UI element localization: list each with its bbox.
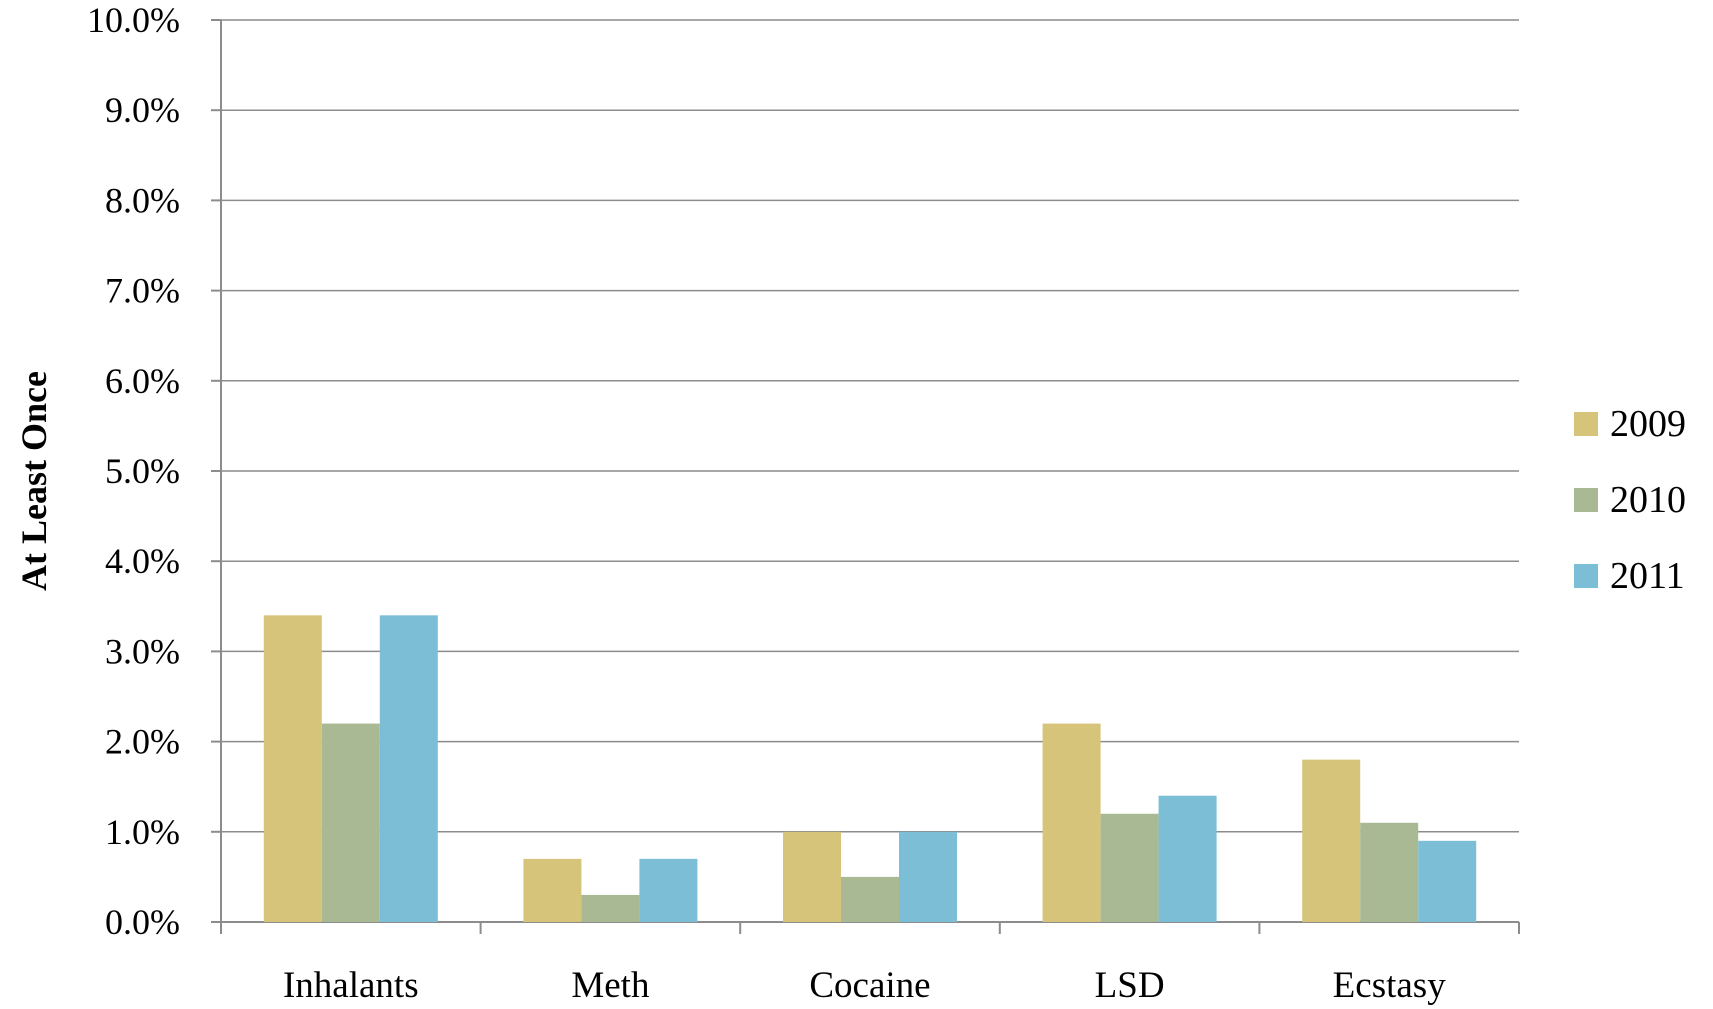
bar-cocaine-2010 [841, 876, 899, 922]
x-tick-label: LSD [1095, 965, 1165, 1006]
y-tick-label: 0.0% [105, 902, 180, 942]
legend-label-2011: 2011 [1610, 555, 1685, 597]
x-tick-label: Inhalants [283, 965, 419, 1006]
x-tick-label: Meth [571, 965, 650, 1006]
y-tick-label: 10.0% [87, 0, 180, 40]
bar-cocaine-2009 [783, 831, 841, 922]
bar-inhalants-2009 [263, 615, 322, 922]
bar-lsd-2011 [1158, 795, 1217, 922]
bar-inhalants-2010 [321, 723, 380, 922]
bar-meth-2010 [581, 894, 640, 922]
legend-swatch-2009 [1574, 412, 1598, 436]
x-tick-label: Ecstasy [1333, 965, 1447, 1006]
legend: 2009 2010 2011 [1574, 403, 1686, 597]
y-tick-label: 7.0% [105, 271, 180, 311]
bar-meth-2011 [639, 858, 698, 922]
bar-ecstasy-2009 [1302, 759, 1361, 922]
y-tick-label: 6.0% [105, 361, 180, 401]
y-tick-label: 9.0% [105, 90, 180, 130]
x-tick-label: Cocaine [809, 965, 930, 1006]
bar-ecstasy-2011 [1418, 840, 1477, 922]
legend-swatch-2011 [1574, 564, 1598, 588]
y-tick-label: 3.0% [105, 631, 180, 671]
legend-swatch-2010 [1574, 488, 1598, 512]
y-tick-label: 1.0% [105, 812, 180, 852]
label-layer: 0.0% 1.0% 2.0% 3.0% 4.0% 5.0% 6.0% 7.0% 8.0% 9.0%… [87, 0, 1446, 1006]
y-tick-label: 4.0% [105, 541, 180, 581]
bar-cocaine-2011 [899, 831, 957, 922]
legend-label-2010: 2010 [1610, 479, 1686, 521]
y-tick-label: 2.0% [105, 722, 180, 762]
bar-inhalants-2011 [379, 615, 438, 922]
legend-label-2009: 2009 [1610, 403, 1686, 445]
bar-lsd-2010 [1100, 813, 1159, 922]
bar-layer [263, 615, 1477, 922]
y-tick-label: 5.0% [105, 451, 180, 491]
bar-ecstasy-2010 [1360, 822, 1419, 922]
y-tick-label: 8.0% [105, 180, 180, 220]
bar-meth-2009 [523, 858, 582, 922]
y-axis-title: At Least Once [14, 371, 54, 591]
bar-lsd-2009 [1042, 723, 1101, 922]
